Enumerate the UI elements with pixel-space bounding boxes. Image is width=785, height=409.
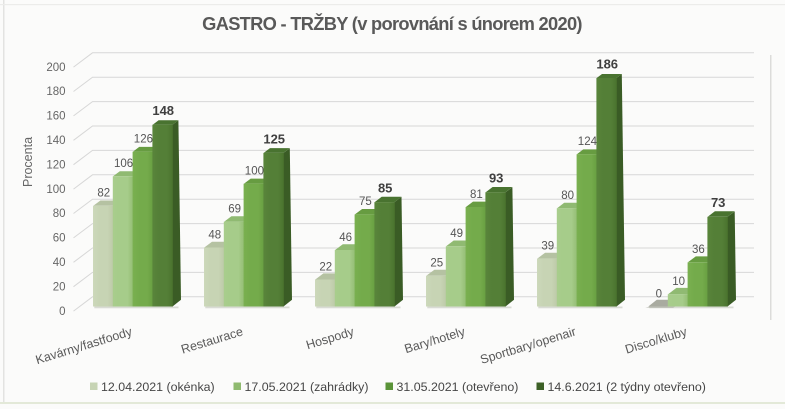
svg-text:22: 22 bbox=[319, 261, 332, 273]
svg-text:100: 100 bbox=[245, 166, 264, 178]
svg-text:186: 186 bbox=[596, 56, 618, 71]
svg-text:GASTRO - TRŽBY (v porovnání s: GASTRO - TRŽBY (v porovnání s únorem 202… bbox=[202, 13, 582, 34]
svg-text:69: 69 bbox=[228, 204, 241, 216]
svg-text:82: 82 bbox=[97, 188, 110, 200]
svg-text:120: 120 bbox=[46, 159, 65, 171]
svg-text:0: 0 bbox=[656, 288, 662, 300]
svg-text:125: 125 bbox=[263, 131, 285, 146]
svg-text:46: 46 bbox=[339, 232, 352, 244]
svg-text:148: 148 bbox=[152, 103, 174, 118]
svg-text:25: 25 bbox=[430, 258, 443, 270]
svg-text:80: 80 bbox=[561, 190, 574, 202]
svg-text:40: 40 bbox=[53, 257, 66, 269]
svg-text:80: 80 bbox=[53, 208, 66, 220]
svg-text:85: 85 bbox=[378, 181, 392, 196]
svg-text:17.05.2021 (zahrádky): 17.05.2021 (zahrádky) bbox=[245, 380, 369, 394]
svg-text:124: 124 bbox=[578, 136, 598, 148]
svg-text:73: 73 bbox=[711, 195, 725, 210]
svg-text:39: 39 bbox=[541, 240, 554, 252]
svg-text:49: 49 bbox=[450, 228, 463, 240]
svg-text:14.6.2021 (2 týdny otevřeno): 14.6.2021 (2 týdny otevřeno) bbox=[548, 380, 706, 394]
svg-text:60: 60 bbox=[53, 233, 66, 245]
svg-text:106: 106 bbox=[114, 158, 133, 170]
svg-text:48: 48 bbox=[208, 229, 221, 241]
svg-text:75: 75 bbox=[359, 196, 372, 208]
svg-text:0: 0 bbox=[59, 306, 65, 318]
svg-text:100: 100 bbox=[46, 184, 65, 196]
svg-text:93: 93 bbox=[489, 171, 503, 186]
svg-text:31.05.2021 (otevřeno): 31.05.2021 (otevřeno) bbox=[397, 380, 519, 394]
svg-text:140: 140 bbox=[46, 135, 65, 147]
svg-text:12.04.2021 (okénka): 12.04.2021 (okénka) bbox=[101, 380, 215, 394]
svg-text:81: 81 bbox=[470, 189, 483, 201]
svg-text:10: 10 bbox=[672, 276, 685, 288]
svg-text:126: 126 bbox=[134, 134, 153, 146]
svg-text:180: 180 bbox=[46, 86, 65, 98]
svg-text:20: 20 bbox=[53, 281, 66, 293]
svg-text:160: 160 bbox=[46, 111, 65, 123]
svg-text:200: 200 bbox=[46, 62, 65, 74]
svg-text:Procenta: Procenta bbox=[21, 137, 35, 187]
svg-text:36: 36 bbox=[692, 244, 705, 256]
